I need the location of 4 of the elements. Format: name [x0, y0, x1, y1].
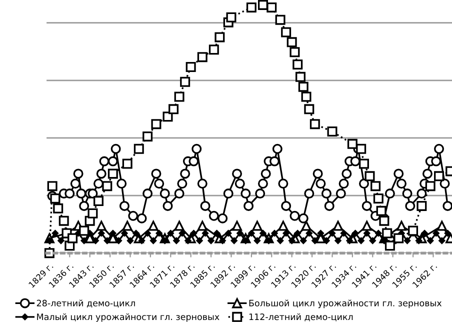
- legend-label: Малый цикл урожайности гл. зерновых: [37, 313, 220, 322]
- legend-label: 28-летний демо-цикл: [36, 300, 135, 308]
- legend-label: Большой цикл урожайности гл. зерновых: [249, 300, 442, 308]
- legend-label: 112-летний демо-цикл: [249, 313, 353, 322]
